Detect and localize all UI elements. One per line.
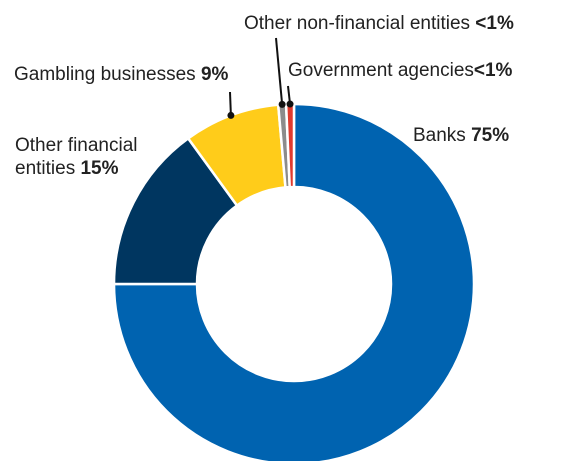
leader-line-gambling: [229, 91, 232, 116]
label-other-financial-entities: Other financial entities 15%: [15, 135, 138, 179]
leader-line-government-dot: [286, 100, 294, 108]
slice-banks: [112, 102, 476, 461]
leader-line-other-non-financial: [275, 37, 284, 105]
leader-line-gambling-dot: [227, 111, 235, 119]
label-banks: Banks 75%: [413, 125, 510, 146]
label-government-agencies: Government agencies<1%: [288, 60, 513, 81]
leader-lines: [227, 37, 294, 119]
leader-line-other-non-financial-dot: [278, 100, 286, 108]
label-other-non-financial: Other non-financial entities <1%: [244, 13, 514, 34]
donut-slices: [112, 102, 476, 461]
label-gambling-businesses: Gambling businesses 9%: [14, 64, 229, 85]
